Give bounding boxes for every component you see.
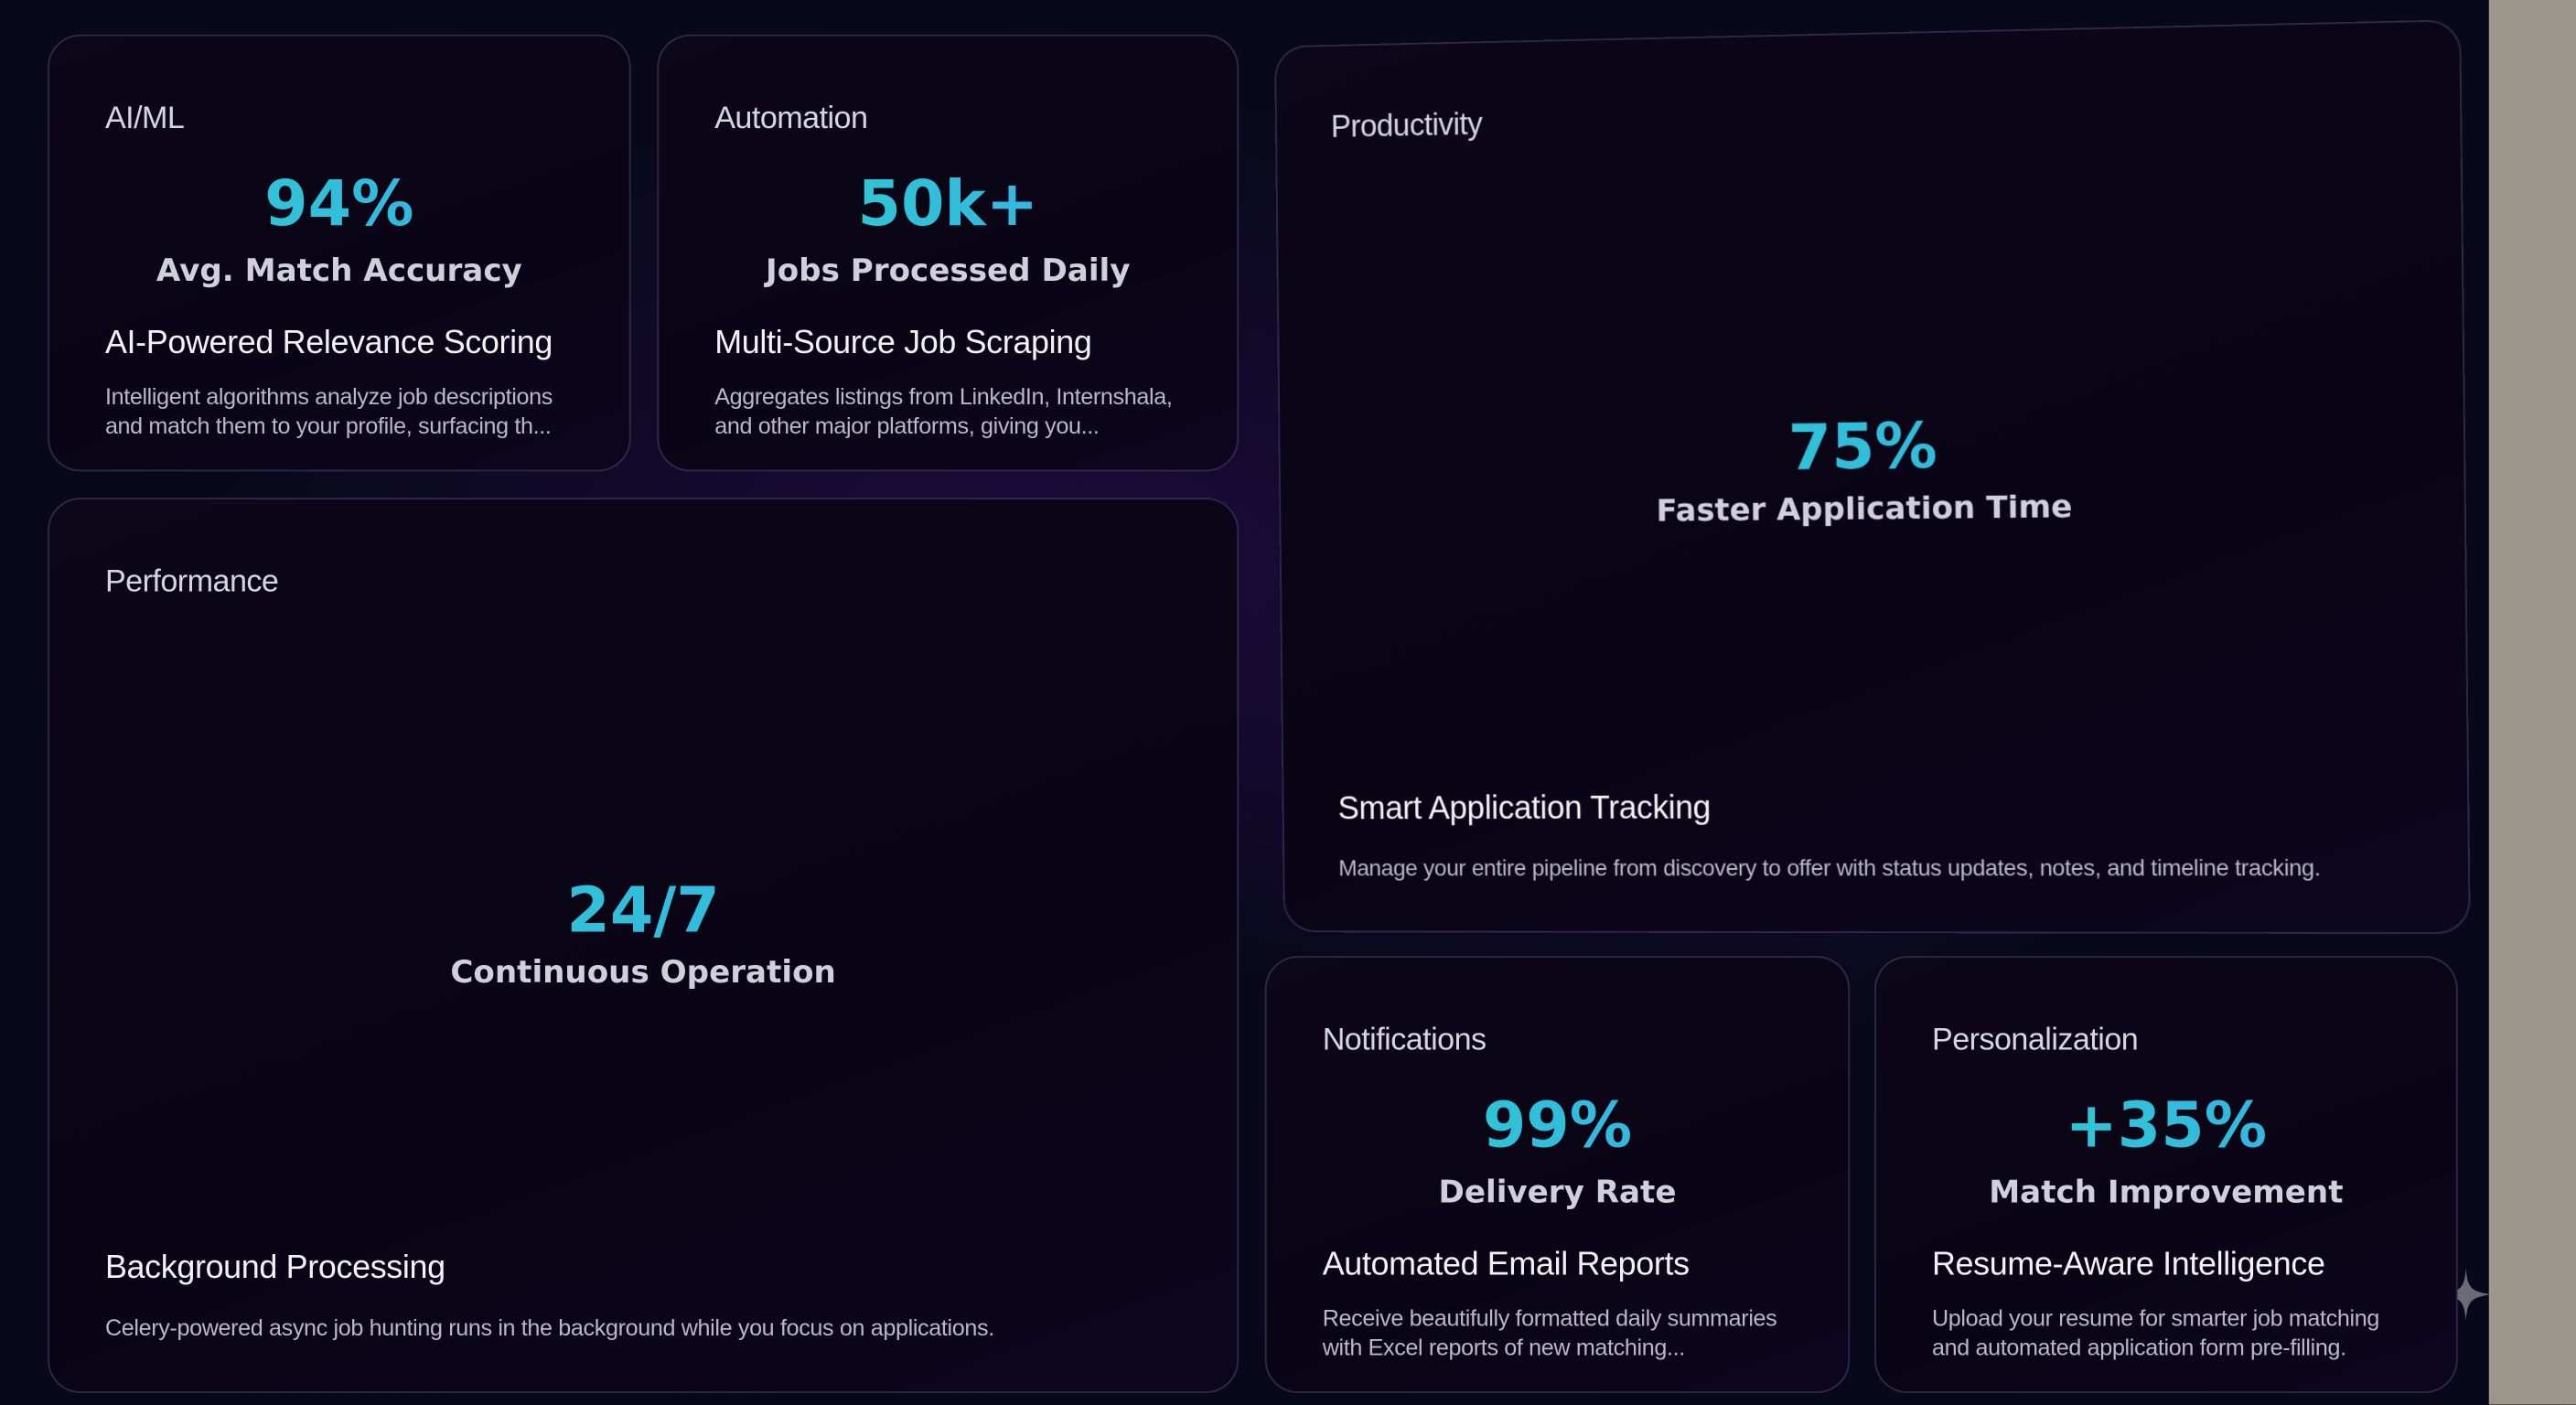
card-stat: 50k+: [659, 167, 1237, 240]
card-title: Resume-Aware Intelligence: [1931, 1247, 2325, 1283]
card-title: AI-Powered Relevance Scoring: [104, 325, 553, 362]
card-description: Receive beautifully formatted daily summ…: [1322, 1303, 1777, 1361]
card-category: Automation: [714, 102, 868, 137]
card-description: Intelligent algorithms analyze job descr…: [104, 382, 553, 439]
card-description: Aggregates listings from LinkedIn, Inter…: [714, 382, 1173, 439]
feature-card: AI/ML 94% Avg. Match Accuracy AI-Powered Re…: [48, 34, 631, 472]
card-stat: 24/7: [49, 874, 1237, 946]
card-description: Upload your resume for smarter job match…: [1931, 1303, 2379, 1361]
card-stat: 99%: [1267, 1089, 1849, 1162]
card-title: Background Processing: [104, 1249, 445, 1287]
feature-card: Notifications 99% Delivery Rate Automated E…: [1264, 956, 1851, 1393]
side-strip: [2488, 0, 2576, 1405]
card-stat-label: Avg. Match Accuracy: [156, 252, 522, 290]
card-category: Performance: [104, 564, 279, 600]
card-stat-label: Continuous Operation: [450, 953, 836, 991]
card-description: Celery-powered async job hunting runs in…: [104, 1314, 994, 1341]
feature-card: Personalization +35% Match Improvement Resu…: [1874, 956, 2458, 1393]
card-stat-label: Match Improvement: [1989, 1174, 2344, 1211]
feature-card: Productivity 75% Faster Application Time Sm…: [1274, 19, 2471, 935]
card-title: Multi-Source Job Scraping: [714, 325, 1092, 362]
card-description: Manage your entire pipeline from discove…: [1338, 853, 2321, 881]
card-category: Productivity: [1330, 108, 1483, 145]
sparkle-icon: [2441, 1268, 2491, 1321]
card-category: Notifications: [1322, 1023, 1487, 1058]
card-title: Smart Application Tracking: [1337, 790, 1712, 828]
card-stat: +35%: [1876, 1089, 2456, 1162]
card-category: AI/ML: [104, 102, 185, 137]
card-stat-label: Delivery Rate: [1438, 1174, 1677, 1211]
card-title: Automated Email Reports: [1322, 1247, 1690, 1283]
card-stat: 75%: [1280, 403, 2464, 489]
card-stat: 94%: [49, 167, 629, 240]
card-stat-label: Faster Application Time: [1656, 488, 2073, 530]
feature-card: Automation 50k+ Jobs Processed Daily Multi-…: [657, 34, 1240, 472]
feature-card: Performance 24/7 Continuous Operation Backg…: [48, 498, 1240, 1393]
card-stat-label: Jobs Processed Daily: [766, 252, 1131, 290]
card-category: Personalization: [1931, 1023, 2139, 1058]
